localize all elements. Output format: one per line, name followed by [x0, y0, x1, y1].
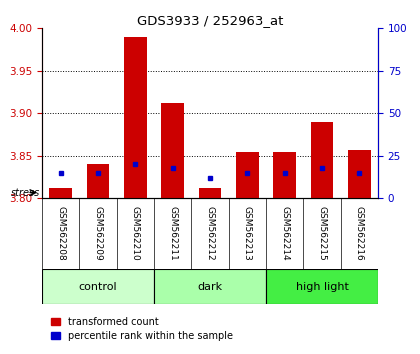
- Bar: [161, 103, 184, 198]
- Text: control: control: [79, 282, 117, 292]
- Text: high light: high light: [296, 282, 349, 292]
- Text: GSM562209: GSM562209: [94, 206, 102, 261]
- Bar: [154, 269, 266, 304]
- Bar: [87, 164, 109, 198]
- Text: GSM562212: GSM562212: [205, 206, 215, 261]
- Bar: [348, 150, 370, 198]
- Bar: [50, 188, 72, 198]
- Text: GSM562208: GSM562208: [56, 206, 65, 261]
- Bar: [124, 37, 147, 198]
- Bar: [42, 269, 154, 304]
- Title: GDS3933 / 252963_at: GDS3933 / 252963_at: [137, 14, 283, 27]
- Text: GSM562215: GSM562215: [318, 206, 326, 261]
- Text: dark: dark: [197, 282, 223, 292]
- Text: GSM562214: GSM562214: [280, 206, 289, 261]
- Bar: [311, 122, 333, 198]
- Text: GSM562216: GSM562216: [355, 206, 364, 261]
- Bar: [199, 188, 221, 198]
- Text: GSM562213: GSM562213: [243, 206, 252, 261]
- Text: stress: stress: [10, 188, 40, 198]
- Bar: [236, 152, 259, 198]
- Bar: [266, 269, 378, 304]
- Text: GSM562211: GSM562211: [168, 206, 177, 261]
- Bar: [273, 152, 296, 198]
- Text: GSM562210: GSM562210: [131, 206, 140, 261]
- Legend: transformed count, percentile rank within the sample: transformed count, percentile rank withi…: [47, 313, 237, 344]
